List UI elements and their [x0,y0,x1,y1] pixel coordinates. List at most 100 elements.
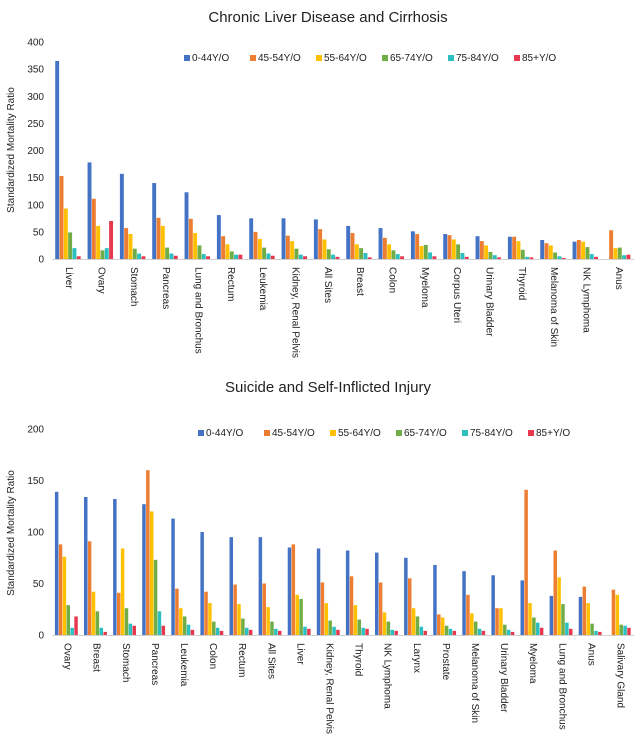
x-tick-label: Larynx [411,643,422,673]
bar [578,596,583,635]
bar [350,232,355,259]
x-tick-label: Pancreas [160,267,171,309]
bar [278,630,282,635]
chart-suicide: Suicide and Self-Inflicted Injury Standa… [6,379,634,734]
legend-label: 0-44Y/O [206,428,243,439]
bar [137,253,142,259]
bar [353,605,358,635]
bar [365,628,369,635]
bar [132,625,136,635]
bar [84,496,88,635]
bar [104,248,109,259]
bar [124,228,129,259]
bar [553,252,558,259]
bar [72,248,77,259]
bar [206,256,211,259]
bar [507,236,512,259]
bar [184,192,189,259]
bar [332,626,336,635]
bar [219,630,224,635]
bar [55,60,60,259]
legend-swatch [330,430,336,436]
y-tick-label: 50 [33,579,45,590]
legend-label: 75-84Y/O [456,53,499,64]
bar [488,251,493,259]
bar [331,254,336,259]
bar [423,244,428,259]
bar [109,221,114,259]
bar [266,607,270,635]
bar [407,578,412,635]
bar [303,626,307,635]
bar [497,257,502,259]
bar [503,624,507,635]
bar [99,627,104,635]
bar [175,588,179,635]
bar [473,621,478,635]
bar [349,576,354,635]
bar [201,254,206,259]
bar [539,627,544,635]
bar [132,248,137,259]
x-tick-label: Myeloma [527,643,538,684]
x-tick-label: Ovary [62,643,73,670]
bar [540,240,545,259]
bar [557,577,561,635]
bar [262,583,266,635]
x-tick-label: Thyroid [353,643,364,676]
bar [516,241,521,259]
bar [375,552,379,635]
bar [477,628,482,635]
bar [59,175,64,259]
legend-label: 75-84Y/O [470,428,513,439]
x-tick-label: Melanoma of Skin [469,643,480,723]
legend-label: 65-74Y/O [404,428,447,439]
bar [324,603,329,635]
bar [382,612,387,635]
bar [91,198,96,259]
bar [229,537,233,635]
bar [169,253,174,259]
bar [291,544,296,635]
y-tick-label: 50 [33,227,45,238]
bar [451,239,456,259]
bar [506,629,511,635]
bar [248,629,253,635]
bar [322,239,327,259]
legend-swatch [448,55,454,61]
bar [316,548,321,635]
bar [622,255,627,259]
bar [447,235,452,259]
bar [188,218,193,259]
bar [245,627,249,635]
bar [400,256,405,259]
x-tick-label: Rectum [225,267,236,301]
legend-label: 85+Y/O [536,428,570,439]
bar [303,256,308,259]
bar [221,236,226,259]
bar [387,244,392,259]
x-tick-label: Lung and Bronchus [556,643,567,730]
bar [367,257,372,259]
bar [320,582,325,635]
legend-label: 45-54Y/O [258,53,301,64]
y-tick-label: 250 [27,119,44,130]
bar [390,629,395,635]
bar [124,608,129,635]
bar [462,571,466,635]
x-tick-label: Anus [613,267,624,290]
bar [87,541,92,635]
bar [336,629,340,635]
y-tick-label: 150 [27,476,44,487]
bar [152,183,157,259]
bar [481,630,486,635]
bar [193,232,198,259]
bar [440,617,445,635]
bar [548,245,553,259]
bar [615,594,620,635]
bar [404,557,408,635]
bar [594,630,598,635]
bar [257,238,262,259]
bar [212,621,216,635]
bar [119,173,124,259]
